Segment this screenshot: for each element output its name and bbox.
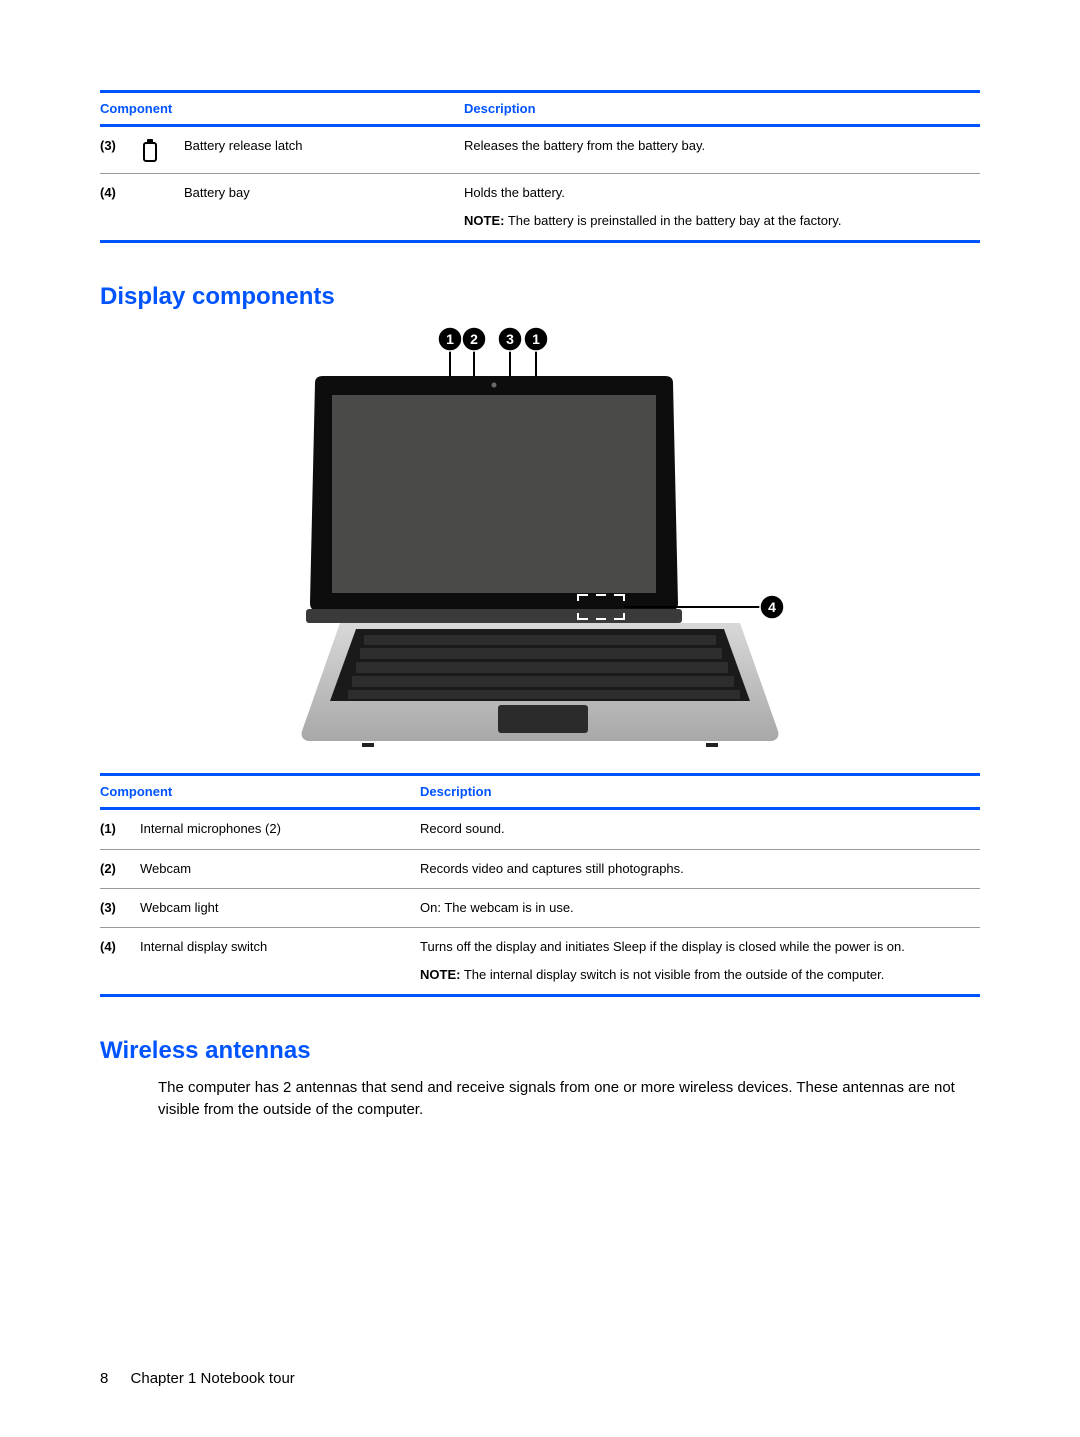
component-name: Battery release latch bbox=[184, 126, 464, 174]
row-num: (4) bbox=[100, 174, 140, 241]
component-description: Record sound. bbox=[420, 809, 980, 849]
wireless-body-text: The computer has 2 antennas that send an… bbox=[158, 1077, 980, 1121]
display-components-table: Component Description (1) Internal micro… bbox=[100, 773, 980, 997]
svg-text:4: 4 bbox=[768, 599, 776, 615]
component-name: Internal microphones (2) bbox=[140, 809, 420, 849]
col-header-description: Description bbox=[420, 776, 980, 809]
component-description: Turns off the display and initiates Slee… bbox=[420, 927, 980, 994]
component-name: Webcam light bbox=[140, 888, 420, 927]
row-num: (2) bbox=[100, 849, 140, 888]
row-num: (3) bbox=[100, 888, 140, 927]
chapter-title: Chapter 1 Notebook tour bbox=[131, 1370, 295, 1387]
row-num: (1) bbox=[100, 809, 140, 849]
svg-text:2: 2 bbox=[470, 331, 478, 347]
component-description: Records video and captures still photogr… bbox=[420, 849, 980, 888]
top-components-table: Component Description (3) bbox=[100, 90, 980, 243]
component-description: On: The webcam is in use. bbox=[420, 888, 980, 927]
note-label: NOTE: bbox=[464, 213, 504, 228]
table-row: (3) Webcam light On: The webcam is in us… bbox=[100, 888, 980, 927]
table-row: (3) Battery release latch Releases the b… bbox=[100, 126, 980, 174]
svg-text:1: 1 bbox=[446, 331, 454, 347]
note-label: NOTE: bbox=[420, 967, 460, 982]
row-num: (3) bbox=[100, 126, 140, 174]
component-description: Releases the battery from the battery ba… bbox=[464, 126, 980, 174]
component-name: Battery bay bbox=[184, 174, 464, 241]
section-heading-display: Display components bbox=[100, 283, 980, 311]
page-footer: 8 Chapter 1 Notebook tour bbox=[100, 1370, 295, 1387]
section-heading-wireless: Wireless antennas bbox=[100, 1037, 980, 1065]
table-row: (1) Internal microphones (2) Record soun… bbox=[100, 809, 980, 849]
col-header-component: Component bbox=[100, 93, 464, 126]
col-header-description: Description bbox=[464, 93, 980, 126]
battery-release-icon bbox=[140, 126, 184, 174]
note-text: The battery is preinstalled in the batte… bbox=[508, 213, 842, 228]
svg-text:1: 1 bbox=[532, 331, 540, 347]
component-name: Webcam bbox=[140, 849, 420, 888]
page-number: 8 bbox=[100, 1370, 108, 1387]
table-row: (4) Battery bay Holds the battery. NOTE:… bbox=[100, 174, 980, 241]
svg-text:3: 3 bbox=[506, 331, 514, 347]
col-header-component: Component bbox=[100, 776, 420, 809]
row-num: (4) bbox=[100, 927, 140, 994]
note-text: The internal display switch is not visib… bbox=[464, 967, 885, 982]
table-row: (2) Webcam Records video and captures st… bbox=[100, 849, 980, 888]
laptop-diagram: 1 2 3 1 4 bbox=[100, 323, 980, 753]
component-name: Internal display switch bbox=[140, 927, 420, 994]
table-row: (4) Internal display switch Turns off th… bbox=[100, 927, 980, 994]
component-description: Holds the battery. NOTE: The battery is … bbox=[464, 174, 980, 241]
